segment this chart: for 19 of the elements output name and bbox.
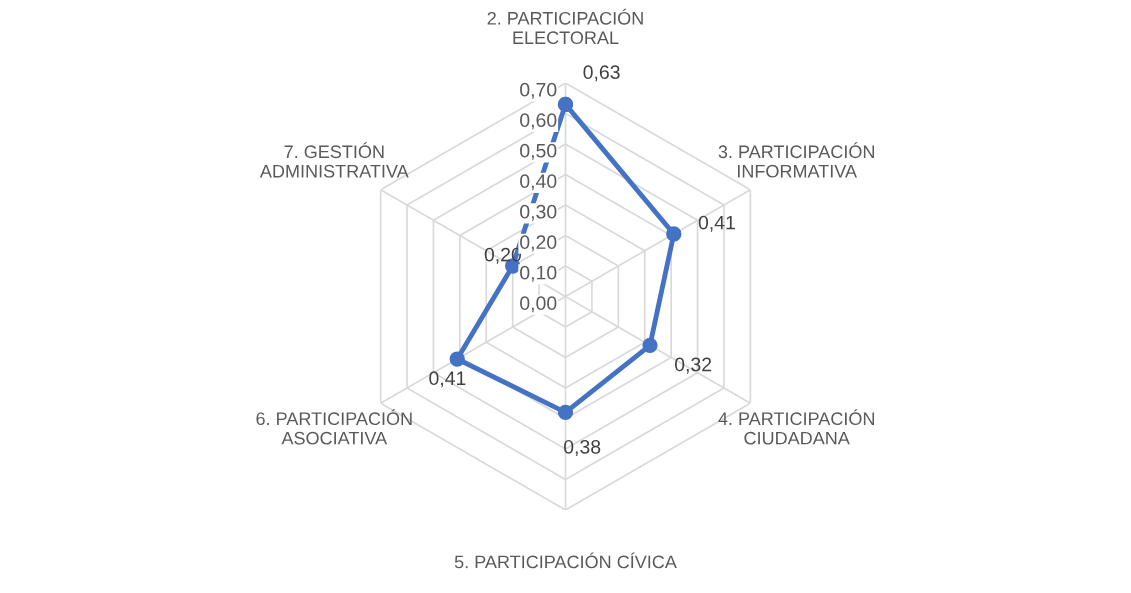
spoke-label: 2. PARTICIPACIÓN ELECTORAL <box>487 8 643 45</box>
spoke-label: 5. PARTICIPACIÓN CÍVICA <box>454 552 677 569</box>
data-label: 0,38 <box>564 439 601 457</box>
y-tick-label: 0,50 <box>520 143 557 160</box>
y-tick-label: 0,10 <box>520 265 557 282</box>
y-tick-label: 0,70 <box>520 82 557 99</box>
y-tick-label: 0,00 <box>520 296 557 313</box>
y-tick-label: 0,20 <box>520 235 557 252</box>
spoke-label: 7. GESTIÓN ADMINISTRATIVA <box>259 142 409 178</box>
spoke-label: 6. PARTICIPACIÓN ASOCIATIVA <box>256 409 412 445</box>
data-label: 0,63 <box>583 65 620 82</box>
data-label: 0,41 <box>429 371 466 388</box>
data-label: 0,41 <box>698 215 735 232</box>
y-tick-label: 0,60 <box>520 113 557 130</box>
y-tick-label: 0,30 <box>520 204 557 221</box>
spoke-label: 4. PARTICIPACIÓN CIUDADANA <box>718 409 874 445</box>
y-tick-label: 0,40 <box>520 174 557 191</box>
spoke-label: 3. PARTICIPACIÓN INFORMATIVA <box>718 142 874 178</box>
data-label: 0,32 <box>674 357 712 374</box>
